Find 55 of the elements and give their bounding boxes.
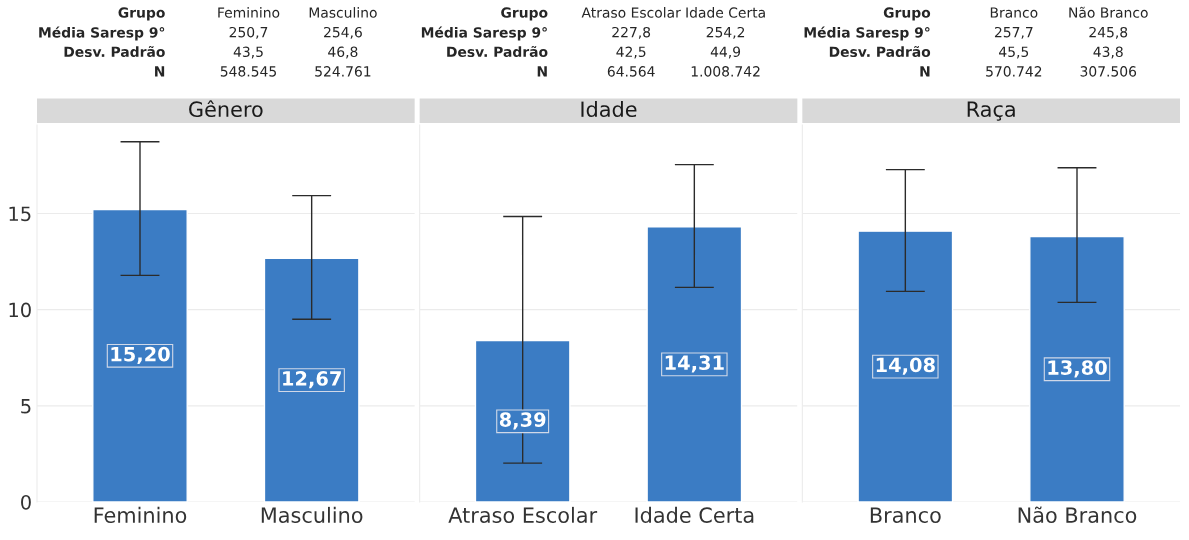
text: 250,7 [229, 26, 268, 39]
text: 42,5 [616, 46, 646, 59]
x-tick-label: Idade Certa [635, 506, 754, 523]
text: Atraso Escolar [581, 7, 681, 18]
text: 307.506 [1080, 66, 1137, 77]
x-tick-label: Branco [870, 507, 941, 523]
text: Média Saresp 9° [804, 26, 930, 41]
text: Não Branco [1069, 6, 1148, 18]
chart-title: Gênero [189, 100, 263, 118]
text: Desv. Padrão [447, 46, 548, 58]
text: 257,7 [994, 26, 1033, 39]
y-tick-label: 5 [21, 399, 31, 414]
text: Idade Certa [686, 7, 765, 18]
text: 1.008.742 [691, 66, 760, 77]
chart-title: Idade [581, 100, 637, 118]
chart-title: Raça [967, 101, 1015, 121]
text: N [537, 66, 547, 77]
y-tick-label: 15 [9, 206, 31, 222]
text: Média Saresp 9° [39, 26, 165, 41]
x-tick-label: Atraso Escolar [448, 506, 598, 523]
text: Desv. Padrão [829, 46, 931, 58]
data-label: 15,20 [111, 346, 170, 364]
x-tick-label: Feminino [94, 506, 187, 523]
text: 254,2 [706, 26, 745, 39]
x-tick-label: Não Branco [1018, 506, 1137, 523]
y-tick-label: 0 [21, 494, 31, 510]
text: 46,8 [328, 46, 358, 59]
text: Grupo [501, 7, 548, 21]
text: Feminino [218, 7, 280, 18]
text: 44,9 [710, 46, 741, 59]
x-tick-label: Masculino [261, 506, 363, 523]
text: 245,8 [1089, 26, 1128, 39]
data-label: 14,31 [665, 355, 724, 373]
text: Branco [990, 7, 1038, 18]
text: N [155, 66, 165, 77]
text: 43,8 [1093, 46, 1123, 59]
data-label: 12,67 [283, 371, 341, 389]
text: 524.761 [315, 66, 371, 77]
text: 254,6 [324, 26, 362, 39]
text: Média Saresp 9° [421, 26, 547, 41]
text: 45,5 [999, 46, 1029, 59]
data-label: 8,39 [499, 412, 546, 430]
text: Grupo [883, 7, 931, 21]
text: 548.545 [220, 66, 276, 77]
data-label: 13,80 [1048, 360, 1107, 378]
text: 64.564 [607, 66, 655, 77]
text: 227,8 [612, 26, 651, 39]
text: Grupo [118, 7, 165, 21]
text: 570.742 [986, 66, 1042, 77]
text: 43,5 [233, 46, 263, 59]
text: N [920, 66, 930, 77]
text: Masculino [309, 7, 377, 18]
text: Desv. Padrão [64, 46, 165, 58]
data-label: 14,08 [876, 357, 935, 375]
y-tick-label: 10 [9, 302, 31, 318]
